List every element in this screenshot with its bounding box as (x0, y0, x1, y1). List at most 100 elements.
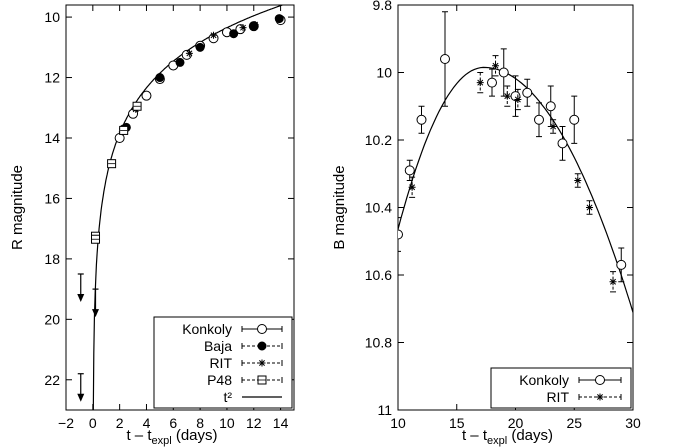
baja-point (195, 42, 205, 52)
legend-item: Konkoly (519, 372, 622, 388)
rit-point (185, 49, 193, 57)
x-axis-label: t – texpl (days) (126, 427, 217, 447)
konkoly-point (404, 165, 415, 176)
t-squared-fit-curve (92, 5, 285, 410)
rit-point (596, 393, 604, 401)
rit-star-d2 (259, 360, 265, 366)
konkoly-point (487, 77, 497, 88)
x-tick-label: 25 (566, 415, 582, 431)
x-axis-label-main: t – t (126, 427, 152, 444)
x-tick-label: 2 (116, 415, 124, 431)
konkoly-point (141, 90, 152, 101)
upper-limit-head (77, 293, 85, 302)
legend-label: Konkoly (519, 372, 569, 388)
baja-point (229, 29, 239, 39)
rit-star-d2 (477, 79, 484, 86)
legend-label: Konkoly (182, 321, 232, 337)
legend-label: RIT (546, 389, 569, 405)
upper-limit-arrow (77, 373, 85, 402)
y-tick-label: 10 (44, 9, 60, 25)
upper-limit-arrow (92, 288, 100, 318)
legend-item: t² (223, 389, 282, 405)
konkoly-point (557, 138, 568, 149)
legend-item: Baja (204, 338, 283, 354)
rit-point (258, 359, 266, 367)
y-axis-label: B magnitude (331, 165, 348, 249)
konkoly-point (440, 54, 450, 64)
rit-star-d2 (550, 123, 557, 130)
plot-area (77, 5, 286, 410)
x-tick-label: 8 (196, 415, 204, 431)
konkoly-point (534, 114, 544, 125)
y-tick-label: 9.8 (373, 0, 393, 13)
rit-point (503, 92, 511, 100)
legend-item: RIT (546, 389, 622, 405)
baja-point (175, 57, 185, 67)
legend-box (490, 367, 632, 409)
plot-frame (65, 4, 295, 411)
konkoly-point (257, 324, 267, 334)
rit-star-d2 (504, 93, 511, 100)
x-tick-label: 20 (508, 415, 524, 431)
konkoly-point (616, 259, 627, 270)
rit-point (492, 62, 500, 70)
y-axis-label: R magnitude (9, 165, 26, 250)
legend-item: RIT (209, 355, 283, 371)
konkoly-point (545, 101, 556, 112)
konkoly-point (595, 375, 605, 385)
rit-point (574, 177, 582, 184)
r-band-panel: −2 0 2 4 6 8 10 12 14 10 12 14 16 18 20 22 t – texpl (da… (9, 4, 295, 447)
baja-point (155, 73, 165, 83)
x-tick-label: 10 (219, 415, 235, 431)
upper-limit-head (92, 309, 100, 318)
rit-star-d2 (574, 177, 581, 184)
x-axis-label-main: t – t (462, 427, 488, 444)
rit-star-d2 (409, 184, 416, 191)
baja-point (257, 341, 267, 351)
x-tick-label: 14 (273, 415, 289, 431)
rit-star-d2 (492, 62, 499, 69)
x-tick-label: 10 (390, 415, 406, 431)
x-axis-label-sub: expl (487, 435, 507, 447)
y-tick-label: 14 (44, 130, 60, 146)
konkoly-point (416, 114, 427, 125)
rit-star-d2 (240, 24, 247, 31)
legend-label: t² (223, 389, 232, 405)
baja-point (274, 14, 284, 24)
plot-frame (397, 4, 634, 411)
konkoly-point (569, 114, 580, 125)
rit-star-d2 (186, 50, 193, 57)
rit-point (514, 96, 522, 103)
error-bar (398, 217, 401, 252)
konkoly-point (522, 87, 533, 98)
legend-label: P48 (207, 372, 232, 388)
b-band-panel: 10 15 20 25 30 9.8 10 10.2 10.4 10.6 10.8 11 t – tex… (331, 0, 641, 447)
x-axis-label-unit: (days) (507, 427, 553, 444)
konkoly-point (398, 229, 403, 240)
rit-point (609, 278, 617, 286)
rit-star-d2 (597, 394, 603, 400)
rit-star-d2 (514, 96, 521, 103)
x-tick-label: 12 (246, 415, 262, 431)
rit-star-d2 (210, 32, 217, 39)
upper-limit-head (77, 393, 85, 402)
y-tick-label: 11 (377, 402, 392, 418)
y-tick-label: 10.2 (365, 132, 392, 148)
rit-point (239, 24, 247, 32)
upper-limit-arrow (77, 273, 85, 302)
x-axis-label: t – texpl (days) (462, 427, 553, 447)
x-tick-label: 0 (89, 415, 97, 431)
rit-point (586, 204, 594, 211)
y-tick-label: 16 (44, 190, 60, 206)
x-tick-label: 30 (625, 415, 641, 431)
rit-star-d2 (586, 204, 593, 211)
rit-point (549, 123, 557, 130)
rit-star-d2 (610, 278, 617, 285)
rit-point (210, 31, 218, 39)
y-tick-label: 10 (376, 65, 392, 81)
x-axis-label-unit: (days) (172, 427, 218, 444)
x-tick-label: 4 (143, 415, 151, 431)
konkoly-point (498, 67, 509, 78)
